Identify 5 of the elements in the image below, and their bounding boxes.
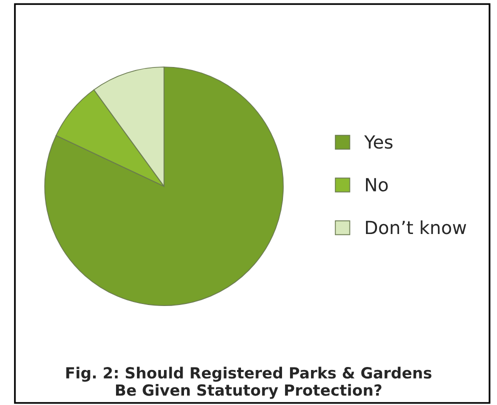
text: Fig. 2: Should Registered Parks & Gardens Be Given Statutory Protection? [66, 366, 432, 399]
legend-label: Don’t know [366, 220, 466, 234]
legend-label: No [366, 178, 388, 192]
legend-label: Yes [364, 135, 392, 149]
pie-slice [44, 66, 284, 306]
